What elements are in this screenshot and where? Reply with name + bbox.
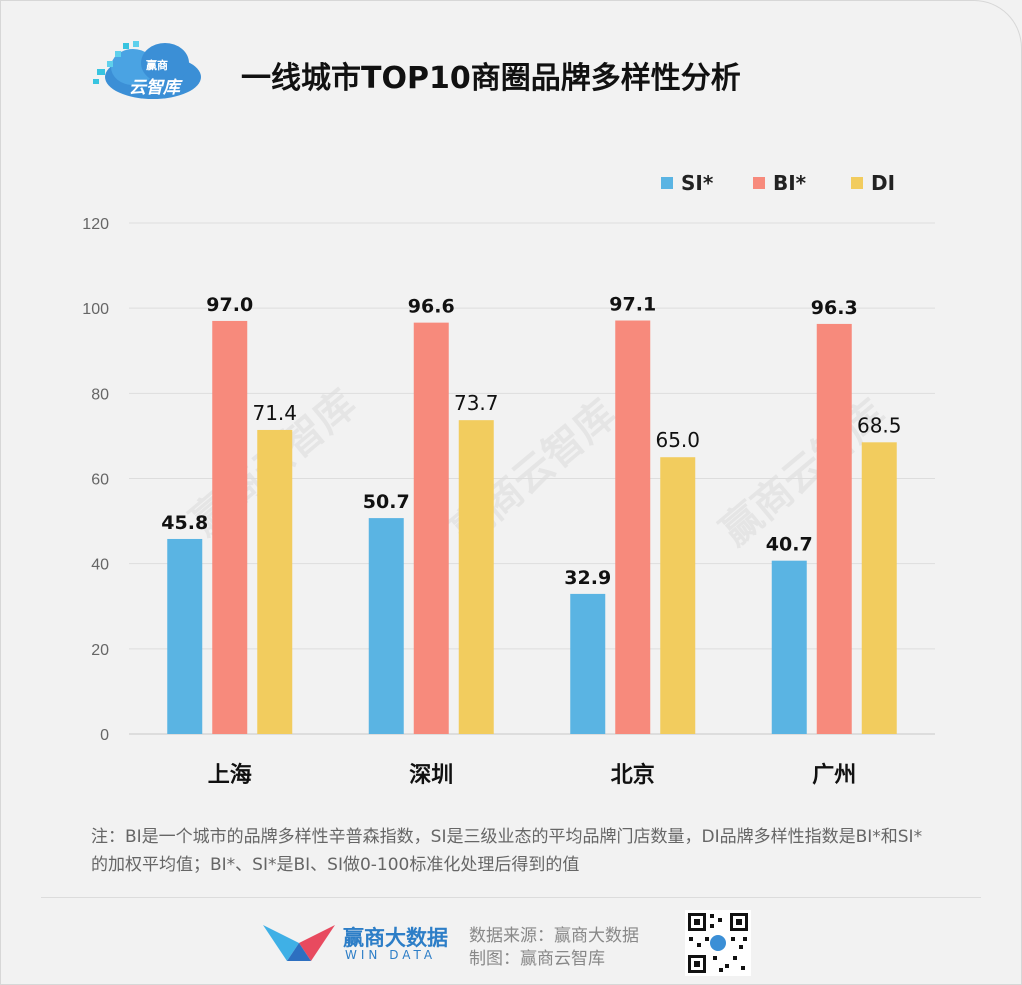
bar xyxy=(257,429,293,734)
legend-swatch xyxy=(661,177,673,189)
legend-label: DI xyxy=(871,171,896,195)
divider xyxy=(41,897,981,898)
y-tick-label: 120 xyxy=(82,216,109,233)
data-label: 68.5 xyxy=(857,413,902,437)
page-title: 一线城市TOP10商圈品牌多样性分析 xyxy=(241,61,741,96)
data-label: 40.7 xyxy=(766,534,813,556)
y-tick-label: 80 xyxy=(91,386,109,403)
data-source: 数据来源：赢商大数据 xyxy=(469,926,639,946)
y-tick-label: 100 xyxy=(82,301,109,318)
qr-code-icon xyxy=(685,910,751,976)
legend-item-di: DI xyxy=(851,171,895,195)
footnote: 注：BI是一个城市的品牌多样性辛普森指数，SI是三级业态的平均品牌门店数量，DI… xyxy=(91,827,923,875)
data-label: 65.0 xyxy=(655,428,700,452)
data-label: 97.1 xyxy=(609,294,656,316)
bar xyxy=(458,420,494,734)
x-category-label: 上海 xyxy=(208,762,252,788)
legend-item-si: SI* xyxy=(661,171,713,195)
brand-name: 赢商大数据 xyxy=(343,926,448,950)
legend-label: SI* xyxy=(681,171,714,195)
bar xyxy=(771,560,807,734)
bar xyxy=(861,442,897,734)
data-label: 73.7 xyxy=(454,391,499,415)
x-category-label: 深圳 xyxy=(409,763,453,788)
x-category-label: 北京 xyxy=(611,762,655,788)
bar xyxy=(615,320,651,734)
data-label: 96.3 xyxy=(811,297,858,319)
data-label: 97.0 xyxy=(206,294,253,316)
logo-small-text: 赢商 xyxy=(146,59,168,72)
x-category-label: 广州 xyxy=(812,762,856,788)
legend-swatch xyxy=(753,177,765,189)
bar xyxy=(816,323,852,734)
bar xyxy=(167,538,203,734)
data-label: 45.8 xyxy=(161,512,208,534)
bar xyxy=(413,322,449,734)
bar xyxy=(660,457,696,734)
data-label: 32.9 xyxy=(564,567,611,589)
legend-label: BI* xyxy=(773,171,807,195)
windata-logo-icon xyxy=(263,925,335,961)
bar-chart: 0 20 40 60 80 100 120 45.8 97.0 71.4 上海 50.7 96.6 73.… xyxy=(82,216,935,788)
bar xyxy=(368,518,404,734)
y-tick-label: 40 xyxy=(91,557,109,574)
legend-swatch xyxy=(851,177,863,189)
chart-legend: SI* BI* DI xyxy=(1,171,1021,197)
bar xyxy=(570,593,606,734)
cloud-logo-icon xyxy=(93,41,201,99)
brand-name-en: WIN DATA xyxy=(345,948,437,962)
data-label: 71.4 xyxy=(252,401,297,425)
data-label: 96.6 xyxy=(408,296,455,318)
y-tick-label: 20 xyxy=(91,642,109,659)
legend-item-bi: BI* xyxy=(753,171,806,195)
data-label: 50.7 xyxy=(363,491,410,513)
chart-maker: 制图：赢商云智库 xyxy=(469,949,605,969)
y-tick-label: 0 xyxy=(100,727,109,744)
y-tick-label: 60 xyxy=(91,472,109,489)
logo-text: 云智库 xyxy=(129,78,180,98)
bar xyxy=(212,320,248,734)
